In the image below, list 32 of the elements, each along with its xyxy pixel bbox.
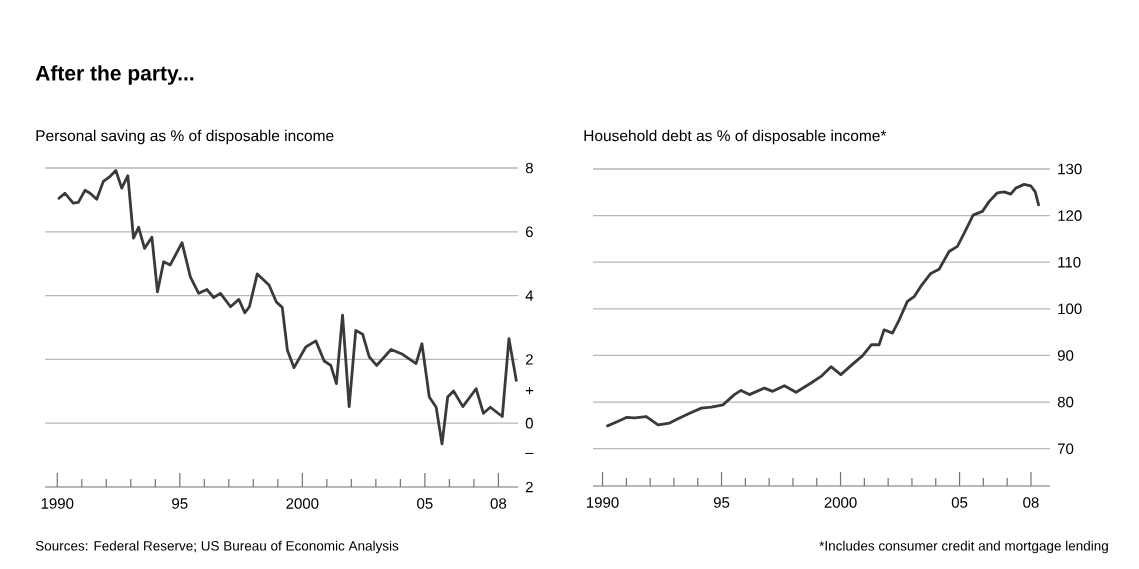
x-tick-label: 95 [172,498,188,509]
y-tick-label: – [525,452,534,454]
x-tick-label: 08 [1023,497,1039,508]
chart-subtitle: Personal saving as % of disposable income [36,129,334,145]
y-tick-label: 130 [1058,163,1082,175]
y-tick-label: 2 [525,481,533,493]
y-tick-label: + [525,386,534,395]
y-tick-label: 0 [525,417,533,429]
x-tick-label: 08 [490,498,507,509]
x-tick-label: 05 [417,498,433,509]
y-tick-label: 120 [1058,210,1082,221]
line-series [606,182,1040,428]
x-tick-label: 05 [951,497,968,508]
y-tick-label: 8 [525,162,533,174]
y-tick-label: 4 [525,290,534,301]
chart-subtitle: Household debt as % of disposable income* [584,129,887,145]
x-tick-label: 2000 [286,498,319,509]
y-tick-label: 100 [1058,303,1082,315]
line-series [57,169,518,446]
y-tick-label: 90 [1057,350,1074,361]
y-tick-label: 2 [525,354,533,365]
y-tick-label: 80 [1057,396,1074,408]
y-tick-label: 110 [1058,256,1081,268]
x-tick-label: 1990 [586,497,619,508]
y-tick-label: 70 [1057,443,1074,454]
x-tick-label: 1990 [41,498,74,509]
y-tick-label: 6 [525,226,533,238]
source-note: Sources: Federal Reserve; US Bureau of Economic Analysis [35,540,399,554]
text: *Includes consumer credit and mortgage lending [819,540,1108,554]
x-tick-label: 95 [713,497,730,508]
chart-title: After the party... [35,65,194,85]
x-tick-label: 2000 [824,497,857,508]
